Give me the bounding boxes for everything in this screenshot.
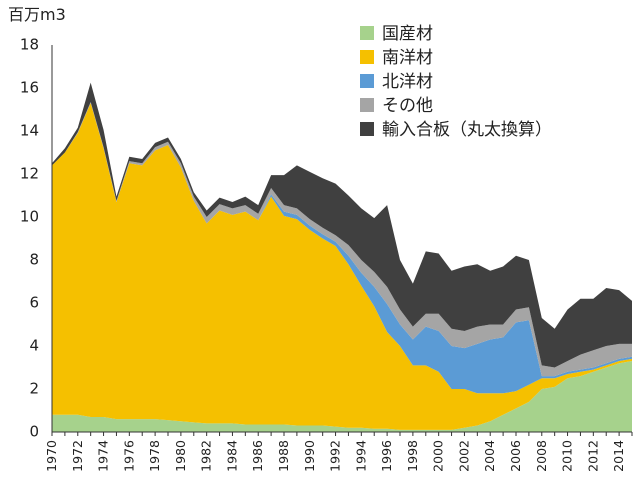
y-tick-label: 0 <box>29 423 39 441</box>
x-tick-label: 1996 <box>379 440 394 472</box>
x-tick-label: 1982 <box>199 440 214 472</box>
x-tick-label: 2002 <box>456 440 471 472</box>
x-tick-label: 2012 <box>585 440 600 472</box>
y-tick-label: 8 <box>29 251 39 269</box>
x-tick-label: 1984 <box>224 440 239 472</box>
x-tick-label: 1980 <box>173 440 188 472</box>
y-tick-label: 2 <box>29 380 39 398</box>
legend-swatch-3 <box>360 98 374 112</box>
y-tick-label: 12 <box>20 165 39 183</box>
y-tick-label: 18 <box>20 36 39 54</box>
y-tick-label: 4 <box>29 337 39 355</box>
legend-label-4: 輸入合板（丸太換算） <box>382 120 552 140</box>
y-axis-unit-label: 百万m3 <box>8 5 66 24</box>
y-tick-label: 16 <box>20 79 39 97</box>
legend-label-2: 北洋材 <box>382 72 433 92</box>
area-series-1 <box>52 103 632 430</box>
y-tick-label: 10 <box>20 208 39 226</box>
x-tick-label: 1974 <box>96 440 111 472</box>
legend-swatch-4 <box>360 122 374 136</box>
x-tick-label: 2006 <box>508 440 523 472</box>
area-series-0 <box>52 361 632 432</box>
x-tick-label: 2010 <box>560 440 575 472</box>
x-tick-label: 1986 <box>250 440 265 472</box>
legend-label-3: その他 <box>382 96 433 116</box>
legend-swatch-1 <box>360 50 374 64</box>
x-tick-label: 1994 <box>353 440 368 472</box>
legend-swatch-2 <box>360 74 374 88</box>
x-tick-label: 1990 <box>302 440 317 472</box>
legend-swatch-0 <box>360 26 374 40</box>
x-tick-label: 1972 <box>70 440 85 472</box>
y-tick-label: 6 <box>29 294 39 312</box>
x-tick-label: 2008 <box>534 440 549 472</box>
x-tick-label: 2004 <box>482 440 497 472</box>
x-tick-label: 1976 <box>121 440 136 472</box>
x-tick-label: 1978 <box>147 440 162 472</box>
x-tick-label: 2000 <box>431 440 446 472</box>
x-tick-label: 1988 <box>276 440 291 472</box>
x-tick-label: 1998 <box>405 440 420 472</box>
x-tick-label: 1992 <box>328 440 343 472</box>
y-tick-label: 14 <box>20 122 39 140</box>
area-series-4 <box>52 82 632 368</box>
legend-label-0: 国産材 <box>382 24 433 44</box>
legend-label-1: 南洋材 <box>382 48 433 68</box>
x-tick-label: 2014 <box>611 440 626 472</box>
x-tick-label: 1970 <box>44 440 59 472</box>
